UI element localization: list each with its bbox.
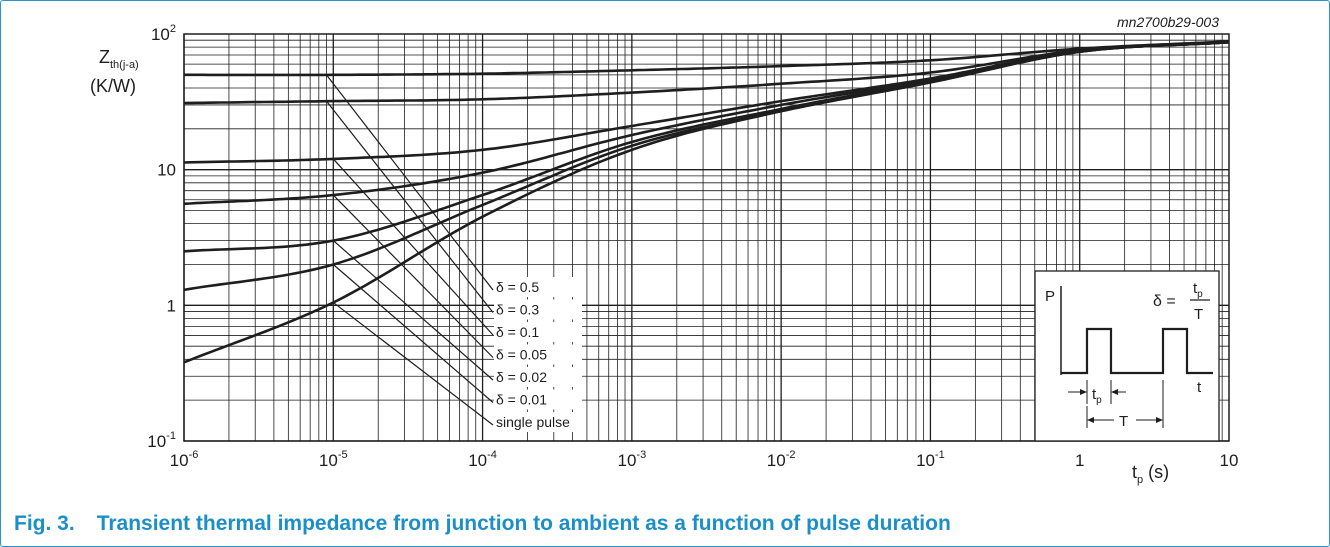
inset-p-label: P (1045, 288, 1055, 305)
annotation-label-bg (494, 299, 582, 320)
annotation-leader (325, 74, 494, 291)
annotation-leader (332, 194, 494, 358)
x-axis-label-sub: p (1137, 474, 1143, 486)
annotation-label-bg (494, 344, 582, 365)
x-axis-label-main: t (1132, 462, 1137, 482)
y-axis-label: Zth(j-a) (99, 47, 139, 71)
annotation-label-bg (494, 412, 582, 432)
y-tick-label: 10 (157, 161, 176, 180)
x-axis-label-unit: (s) (1143, 462, 1169, 482)
plot-border (183, 33, 1230, 442)
y-axis-unit: (K/W) (90, 76, 136, 96)
series-line-6 (183, 40, 1230, 364)
inset-period-label: T (1119, 413, 1128, 430)
y-axis-label-sub: th(j-a) (110, 59, 139, 71)
x-tick-label: 10-2 (767, 449, 796, 470)
y-tick-label: 1 (167, 296, 176, 315)
annotation-group: δ = 0.5 δ = 0.3 δ = 0.1 δ = 0.05 δ = 0.02 δ =… (325, 74, 582, 432)
annotation-leader (332, 301, 494, 426)
x-axis-label: tp (s) (1132, 462, 1169, 486)
inset-tp-arrowhead-right (1111, 389, 1118, 395)
inset-period-arrowhead-left (1087, 417, 1094, 423)
figure-caption: Fig. 3. Transient thermal impedance from … (14, 512, 951, 536)
annotation-label: δ = 0.05 (496, 347, 547, 363)
inset-period-arrowhead-right (1156, 417, 1163, 423)
inset-numerator-main: t (1193, 280, 1198, 297)
inset-tp-arrowhead-left (1080, 389, 1087, 395)
annotation-label-bg (494, 389, 582, 410)
inset-pulse-train (1061, 327, 1213, 375)
annotation-label-bg (494, 277, 582, 297)
annotation-leader (332, 264, 494, 403)
annotation-label-bg (494, 367, 582, 387)
inset-formula-numerator: tp (1193, 280, 1203, 300)
inset-tp-label: tp (1092, 386, 1102, 406)
series-line-0 (184, 40, 1230, 77)
tick-label-group: 10-6 10-5 10-4 10-3 10-2 10-1 1 10 10-1 1 10 102 (147, 23, 1238, 470)
x-tick-label: 10-5 (319, 449, 348, 470)
annotation-label: δ = 0.02 (496, 369, 547, 385)
figure-id: mn2700b29-003 (1117, 14, 1219, 30)
inset-numerator-sub: p (1197, 289, 1203, 300)
annotation-label-bg (494, 322, 582, 342)
thermal-impedance-chart: δ = 0.5 δ = 0.3 δ = 0.1 δ = 0.05 δ = 0.02 δ =… (90, 14, 1238, 486)
x-tick-label: 10-4 (468, 449, 497, 470)
x-tick-label: 10-6 (170, 449, 199, 470)
annotation-label: δ = 0.5 (496, 279, 539, 295)
duty-cycle-inset: P δ = tp T t tp T (1034, 270, 1220, 442)
figure-number: Fig. 3. (14, 512, 75, 535)
inset-t-axis-label: t (1197, 379, 1202, 396)
annotation-leader (332, 158, 494, 336)
inset-formula-lhs: δ = (1153, 293, 1176, 310)
inset-tp-main: t (1092, 386, 1097, 403)
y-tick-label: 102 (151, 23, 176, 44)
inset-formula-denominator: T (1194, 306, 1203, 323)
y-axis-label-main: Z (99, 47, 110, 67)
annotation-label: δ = 0.3 (496, 302, 539, 318)
y-tick-label: 10-1 (147, 430, 176, 451)
x-tick-label: 1 (1075, 451, 1084, 470)
x-tick-label: 10 (1220, 451, 1239, 470)
annotation-label: δ = 0.01 (496, 392, 547, 408)
series-group (183, 40, 1230, 364)
figure-title: Transient thermal impedance from junctio… (96, 512, 951, 535)
x-tick-label: 10-3 (618, 449, 647, 470)
annotation-label: δ = 0.1 (496, 324, 539, 340)
x-tick-label: 10-1 (916, 449, 945, 470)
annotation-leader (325, 100, 494, 313)
inset-box (1034, 270, 1220, 442)
inset-tp-sub: p (1096, 395, 1102, 406)
annotation-label: single pulse (496, 414, 570, 430)
annotation-leader (332, 240, 494, 381)
